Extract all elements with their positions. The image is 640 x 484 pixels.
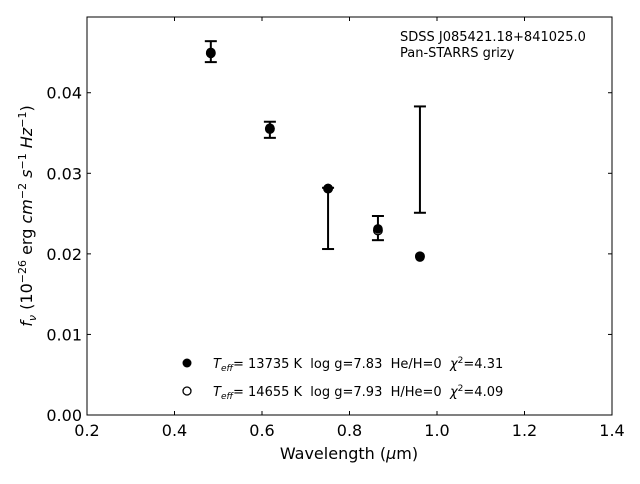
legend-marker-open: [182, 386, 192, 396]
y-axis-label: fν (10−26 erg cm−2 s−1 Hz−1): [16, 105, 39, 326]
y-tick-label: 0.02: [46, 245, 82, 264]
plot-frame: [86, 16, 613, 416]
annotation-line-1: SDSS J085421.18+841025.0: [400, 30, 586, 45]
x-tick-label: 0.6: [249, 421, 274, 440]
y-tick-label: 0.03: [46, 164, 82, 183]
x-tick-label: 1.2: [512, 421, 537, 440]
legend-label-2: Teff= 14655 K log g=7.93 H/He=0 χ2=4.09: [213, 384, 503, 402]
y-tick-label: 0.01: [46, 325, 82, 344]
plot-marks: [204, 40, 426, 262]
model-point-filled: [206, 47, 216, 58]
model-point-filled: [373, 224, 383, 234]
legend: Teff= 13735 K log g=7.83 He/H=0 χ2=4.31 …: [182, 356, 503, 402]
axis-ticks: 0.2 0.4 0.6 0.8 1.0 1.2 1.4 0.00 0.01 0.02 0.03 0.0…: [46, 17, 625, 440]
x-tick-label: 0.4: [162, 421, 187, 440]
y-tick-label: 0.04: [46, 84, 82, 103]
legend-marker-filled: [182, 358, 192, 368]
model-point-filled: [415, 252, 425, 262]
x-tick-label: 1.0: [424, 421, 449, 440]
model-point-filled: [323, 183, 333, 194]
legend-label-1: Teff= 13735 K log g=7.83 He/H=0 χ2=4.31: [213, 356, 503, 374]
model-point-filled: [265, 123, 275, 133]
x-tick-label: 1.4: [599, 421, 624, 440]
x-tick-label: 0.2: [74, 421, 99, 440]
y-tick-label: 0.00: [46, 406, 82, 425]
annotation-line-2: Pan-STARRS grizy: [400, 46, 515, 61]
x-axis-label: Wavelength (μm): [280, 444, 418, 463]
x-tick-label: 0.8: [337, 421, 362, 440]
